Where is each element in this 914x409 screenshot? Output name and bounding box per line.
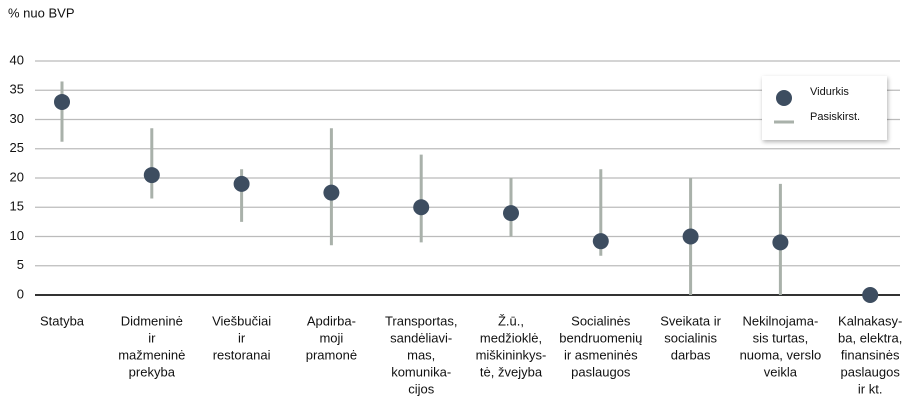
x-tick-label: cijos xyxy=(408,381,435,396)
x-tick-label: socialinis xyxy=(664,330,717,345)
x-tick-label: komunika- xyxy=(391,364,451,379)
x-tick-label: Sveikata ir xyxy=(660,313,721,328)
dot xyxy=(862,287,879,303)
x-tick-label: Kalnakasy- xyxy=(838,313,902,328)
x-tick-label: mas, xyxy=(407,347,435,362)
x-tick-label: Didmeninė xyxy=(121,313,183,328)
x-tick-label: Transportas, xyxy=(385,313,458,328)
dot xyxy=(772,234,789,251)
x-tick-label: Statyba xyxy=(40,313,85,328)
x-tick-label: finansinės xyxy=(841,347,900,362)
x-tick-label: paslaugos xyxy=(571,364,631,379)
y-tick-label: 20 xyxy=(10,169,24,184)
x-tick-label: ba, elektra, xyxy=(838,330,902,345)
x-tick-label: sis turtas, xyxy=(753,330,809,345)
y-tick-label: 0 xyxy=(17,286,24,301)
x-tick-label: ir asmeninės xyxy=(564,347,638,362)
x-tick-label: sandėliavi- xyxy=(390,330,452,345)
x-tick-label: miškininkys- xyxy=(476,347,547,362)
y-tick-label: 30 xyxy=(10,111,24,126)
x-tick-label: ir kt. xyxy=(858,381,883,396)
dot xyxy=(323,184,340,201)
dot xyxy=(233,175,250,192)
x-tick-label: darbas xyxy=(671,347,711,362)
x-tick-label: ir xyxy=(238,330,246,345)
x-tick-label: pramonė xyxy=(306,347,357,362)
y-tick-label: 10 xyxy=(10,228,24,243)
x-tick-label: paslaugos xyxy=(841,364,901,379)
y-tick-label: 25 xyxy=(10,140,24,155)
y-tick-label: 15 xyxy=(10,199,24,214)
dot xyxy=(54,93,70,110)
x-tick-label: ir xyxy=(148,330,156,345)
x-tick-label: restoranai xyxy=(213,347,271,362)
x-tick-label: mažmeninė xyxy=(118,347,185,362)
dot xyxy=(413,199,430,216)
dot xyxy=(143,167,160,184)
legend-label: Vidurkis xyxy=(810,86,849,98)
x-tick-label: moji xyxy=(319,330,343,345)
x-tick-label: Apdirba- xyxy=(307,313,356,328)
y-tick-label: 40 xyxy=(10,52,24,67)
x-tick-label: medžioklė, xyxy=(480,330,542,345)
x-tick-label: veikla xyxy=(764,364,798,379)
y-axis-label: % nuo BVP xyxy=(8,5,75,20)
dot xyxy=(503,205,519,222)
x-tick-label: prekyba xyxy=(129,364,176,379)
y-tick-label: 35 xyxy=(10,82,24,97)
legend-box xyxy=(762,76,887,140)
x-tick-label: nuoma, verslo xyxy=(740,347,822,362)
x-tick-label: Nekilnojama- xyxy=(742,313,818,328)
x-tick-label: Ž.ū., xyxy=(498,313,524,328)
x-tick-label: bendruomenių xyxy=(559,330,642,345)
x-tick-label: Socialinės xyxy=(571,313,631,328)
legend-dot xyxy=(776,90,792,106)
dot xyxy=(682,228,699,245)
y-tick-label: 5 xyxy=(17,257,24,272)
x-tick-label: Viešbučiai xyxy=(212,313,271,328)
legend-label: Pasiskirst. xyxy=(810,111,860,123)
x-tick-label: tė, žvejyba xyxy=(480,364,543,379)
dot xyxy=(592,233,609,250)
